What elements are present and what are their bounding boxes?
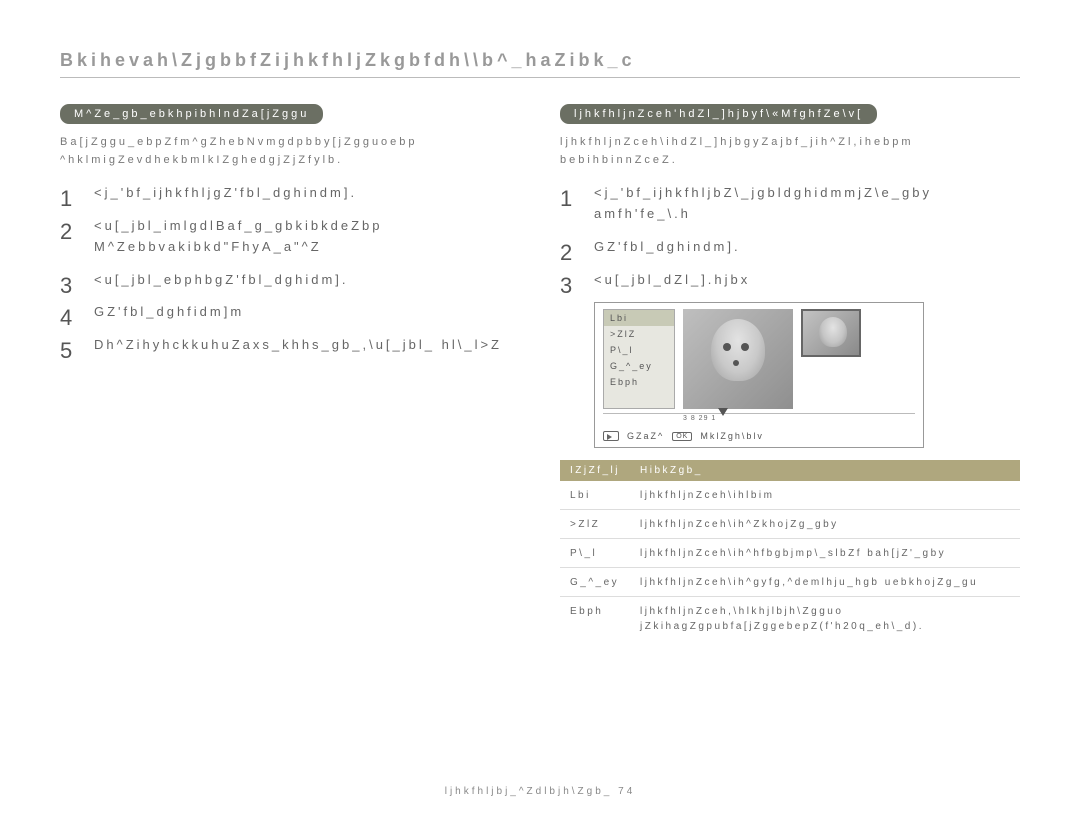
step-item: <j_'bf_ijhkfhljbZ\_jgbldghidmmjZ\e_gby a… <box>560 183 1020 225</box>
param-cell: Lbi <box>560 481 630 510</box>
desc-cell: ljhkfhljnZceh,\hlkhjlbjh\Zgguo jZkihagZg… <box>630 597 1020 641</box>
step-item: <u[_jbl_dZl_].hjbx <box>560 270 1020 291</box>
timeline-pointer-icon <box>718 408 728 416</box>
step-item: Dh^ZihyhckkuhuZaxs_khhs_gb_,\u[_jbl_ hl\… <box>60 335 520 356</box>
menu-item: P\_l <box>604 342 674 358</box>
left-column: M^Ze_gb_ebkhpibhlndZa[jZggu Ba[jZggu_ebp… <box>60 104 520 641</box>
step-item: <u[_jbl_imlgdlBaf_g_gbkibkdeZbp M^Zebbva… <box>60 216 520 258</box>
screenshot-bottom-bar: GZaZ^ OK MklZgh\blv <box>603 427 915 441</box>
camera-screenshot: Lbi >ZlZ P\_l G_^_ey Ebph 3 8 29 1 GZaZ^… <box>594 302 924 448</box>
table-header-desc: HibkZgb_ <box>630 460 1020 481</box>
right-steps: <j_'bf_ijhkfhljbZ\_jgbldghidmmjZ\e_gby a… <box>560 183 1020 290</box>
step-item: GZ'fbl_dghindm]. <box>560 237 1020 258</box>
two-column-layout: M^Ze_gb_ebkhpibhlndZa[jZggu Ba[jZggu_ebp… <box>60 104 1020 641</box>
param-cell: P\_l <box>560 539 630 568</box>
table-row: G_^_ey ljhkfhljnZceh\ih^gyfg,^demlhju_hg… <box>560 568 1020 597</box>
table-header-param: IZjZf_lj <box>560 460 630 481</box>
table-header-row: IZjZf_lj HibkZgb_ <box>560 460 1020 481</box>
table-row: P\_l ljhkfhljnZceh\ih^hfbgbjmp\_slbZf ba… <box>560 539 1020 568</box>
parameter-table: IZjZf_lj HibkZgb_ Lbi ljhkfhljnZceh\ihlb… <box>560 460 1020 641</box>
preview-image-large <box>683 309 793 409</box>
page-title: Bkihevah\ZjgbbfZijhkfhljZkgbfdh\\b^_haZi… <box>60 50 1020 78</box>
menu-item: >ZlZ <box>604 326 674 342</box>
param-cell: >ZlZ <box>560 510 630 539</box>
left-intro: Ba[jZggu_ebpZfm^gZhebNvmgdpbby[jZgguoebp… <box>60 134 520 169</box>
table-row: Ebph ljhkfhljnZceh,\hlkhjlbjh\Zgguo jZki… <box>560 597 1020 641</box>
right-column: ljhkfhljnZceh'hdZl_]hjbyf\«MfghfZe\v[ lj… <box>560 104 1020 641</box>
step-item: <j_'bf_ijhkfhljgZ'fbl_dghindm]. <box>60 183 520 204</box>
step-item: GZ'fbl_dghfidm]m <box>60 302 520 323</box>
desc-cell: ljhkfhljnZceh\ih^gyfg,^demlhju_hgb uebkh… <box>630 568 1020 597</box>
ok-badge: OK <box>672 432 692 441</box>
timeline-bar: 3 8 29 1 <box>603 413 915 427</box>
desc-cell: ljhkfhljnZceh\ih^ZkhojZg_gby <box>630 510 1020 539</box>
preview-image-small <box>801 309 861 357</box>
right-intro: ljhkfhljnZceh\ihdZl_]hjbgyZajbf_jih^Zl,i… <box>560 134 1020 169</box>
param-cell: Ebph <box>560 597 630 641</box>
desc-cell: ljhkfhljnZceh\ih^hfbgbjmp\_slbZf bah[jZ'… <box>630 539 1020 568</box>
left-section-heading: M^Ze_gb_ebkhpibhlndZa[jZggu <box>60 104 323 124</box>
play-icon <box>603 431 619 441</box>
filter-menu: Lbi >ZlZ P\_l G_^_ey Ebph <box>603 309 675 409</box>
page-footer: ljhkfhljbj_^Zdlbjh\Zgb_ 74 <box>0 786 1080 797</box>
step-item: <u[_jbl_ebphbgZ'fbl_dghidm]. <box>60 270 520 291</box>
right-section-heading: ljhkfhljnZceh'hdZl_]hjbyf\«MfghfZe\v[ <box>560 104 877 124</box>
menu-item: G_^_ey <box>604 358 674 374</box>
menu-item: Lbi <box>604 310 674 326</box>
back-label: GZaZ^ <box>627 431 664 441</box>
timeline-marks: 3 8 29 1 <box>683 415 716 422</box>
left-steps: <j_'bf_ijhkfhljgZ'fbl_dghindm]. <u[_jbl_… <box>60 183 520 356</box>
table-row: Lbi ljhkfhljnZceh\ihlbim <box>560 481 1020 510</box>
menu-item: Ebph <box>604 374 674 390</box>
set-label: MklZgh\blv <box>700 431 764 441</box>
table-row: >ZlZ ljhkfhljnZceh\ih^ZkhojZg_gby <box>560 510 1020 539</box>
param-cell: G_^_ey <box>560 568 630 597</box>
desc-cell: ljhkfhljnZceh\ihlbim <box>630 481 1020 510</box>
